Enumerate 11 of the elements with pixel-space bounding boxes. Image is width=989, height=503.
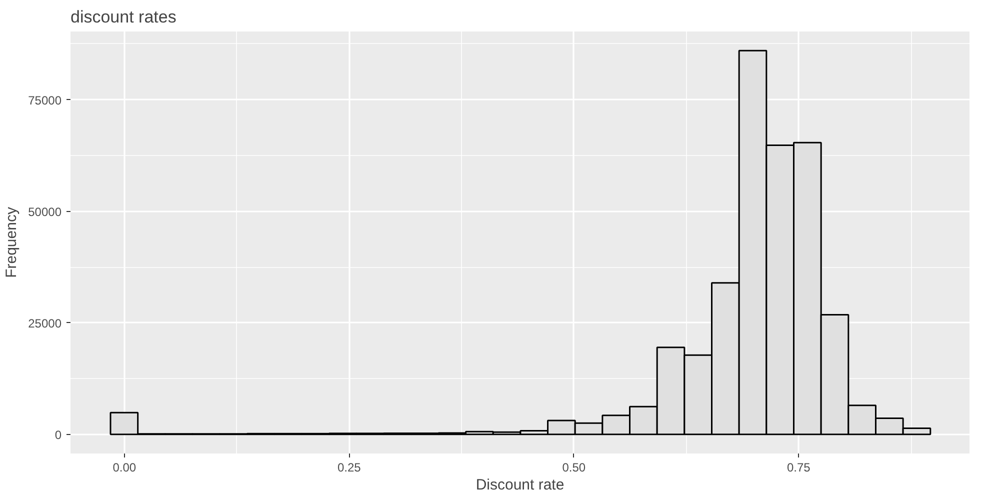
x-tick-label: 0.25	[338, 460, 362, 474]
y-tick-label: 0	[54, 428, 62, 442]
x-axis-title: Discount rate	[476, 476, 564, 494]
y-axis-title: Frequency	[3, 206, 20, 278]
y-tick-label: 25000	[28, 316, 62, 330]
x-tick-label: 0.00	[112, 460, 136, 474]
x-tick-label: 0.50	[562, 460, 586, 474]
x-tick-label: 0.75	[787, 460, 811, 474]
y-tick-label: 75000	[28, 93, 62, 108]
y-tick-label: 50000	[28, 204, 62, 219]
chart-title: discount rates	[70, 8, 176, 26]
